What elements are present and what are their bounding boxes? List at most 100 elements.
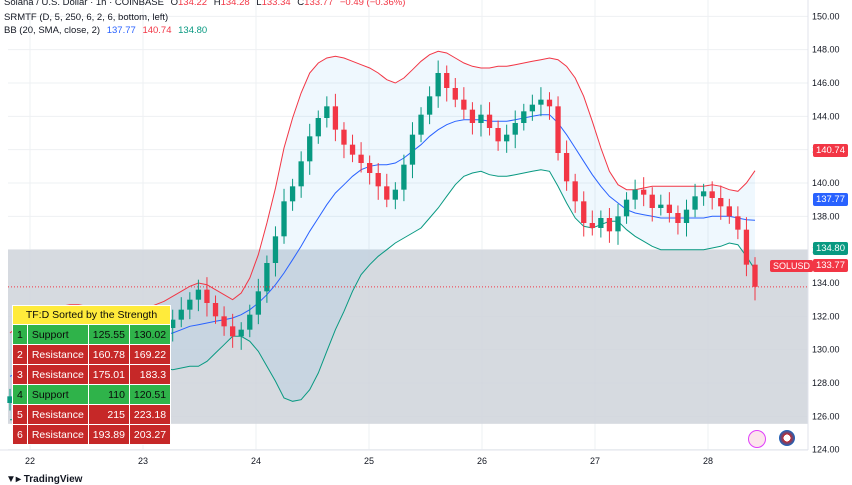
candle [555,106,561,153]
candle [426,96,433,115]
candle [563,153,570,182]
candle [392,189,398,200]
bb-label: BB (20, SMA, close, 2) [4,25,101,36]
candle [469,109,476,123]
candle [178,309,184,320]
candle [238,329,244,337]
candle [255,291,261,315]
candle [264,263,270,292]
candle [315,118,321,137]
candle [298,161,304,187]
y-tick-label: 144.00 [812,111,840,121]
y-tick-label: 148.00 [812,45,840,55]
candle [221,316,227,327]
candle [409,134,416,165]
change-value: −0.49 (−0.36%) [339,0,406,8]
candle [538,99,544,105]
candle [589,223,595,228]
table-row: 1 Support 125.55 130.02 [12,324,172,345]
x-tick-label: 25 [364,456,374,466]
candle [675,213,681,223]
symbol-header: Solana / U.S. Dollar · 1h · COINBASE O13… [4,0,405,8]
candle [504,134,510,142]
bb-indicator-legend[interactable]: BB (20, SMA, close, 2) 137.77 140.74 134… [4,25,207,36]
candle [324,106,330,118]
candle [752,264,758,287]
candle [384,186,390,200]
y-tick-label: 138.00 [812,211,840,221]
us-flag-icon [779,430,795,446]
candle [683,209,690,223]
x-tick-label: 27 [590,456,600,466]
candle [204,289,210,303]
x-tick-label: 22 [25,456,35,466]
candle [709,191,715,198]
candle [7,396,13,403]
close-label: C [297,0,305,8]
x-tick-label: 28 [703,456,713,466]
bb-upper-price-badge: 140.74 [812,144,848,157]
srmtf-indicator-label[interactable]: SRMTF (D, 5, 250, 6, 2, 6, bottom, left) [4,12,169,23]
bb-fill [10,51,755,420]
x-tick-label: 26 [477,456,487,466]
candle [546,99,553,107]
low-value: 133.34 [261,0,291,8]
candle [641,189,647,195]
candle [486,114,493,128]
y-tick-label: 126.00 [812,411,840,421]
candle [658,204,664,208]
candle [349,144,356,155]
candle [521,111,527,123]
sr-levels-table: TF:D Sorted by the Strength 1 Support 125.… [11,305,172,445]
candle [512,123,518,135]
candle [529,104,536,112]
y-tick-label: 134.00 [812,278,840,288]
candle [606,218,613,232]
y-tick-label: 128.00 [812,378,840,388]
symbol-badge: SOLUSD [770,260,814,272]
candle [598,218,604,228]
candle [743,229,750,265]
table-row: 3 Resistance 175.01 183.3 [12,364,172,385]
candle [247,314,253,330]
table-title: TF:D Sorted by the Strength [11,305,172,325]
candle [435,73,441,97]
x-tick-label: 24 [251,456,261,466]
open-label: O [170,0,179,8]
candle [692,196,698,210]
candle [195,289,202,300]
y-tick-label: 146.00 [812,78,840,88]
candle [307,136,313,162]
candle [572,181,578,202]
tradingview-logo[interactable]: ▼▸ TradingView [6,474,82,485]
candle [452,88,458,100]
candle [212,303,219,317]
candle [289,186,296,202]
candle [358,154,364,163]
candle [478,114,484,123]
candle [632,189,638,200]
bb-mid-value: 137.77 [106,25,136,36]
y-tick-label: 150.00 [812,11,840,21]
table-row: 4 Support 110 120.51 [12,384,172,405]
candle [332,106,339,130]
bb-mid-price-badge: 137.77 [812,193,848,206]
candle [615,216,621,232]
high-label: H [213,0,221,8]
candle [367,163,373,173]
candle [401,164,407,190]
candle [623,199,630,217]
candle [495,128,501,142]
candle [735,216,741,230]
candle [187,299,193,310]
candle [718,198,724,207]
last-price-badge: 133.77 [812,259,848,272]
x-tick-label: 23 [138,456,148,466]
flash-icon[interactable] [748,430,766,448]
y-tick-label: 140.00 [812,178,840,188]
bb-upper-value: 140.74 [142,25,172,36]
y-tick-label: 130.00 [812,345,840,355]
candle [229,326,236,337]
candle [649,194,655,208]
bb-lower-price-badge: 134.80 [812,242,848,255]
